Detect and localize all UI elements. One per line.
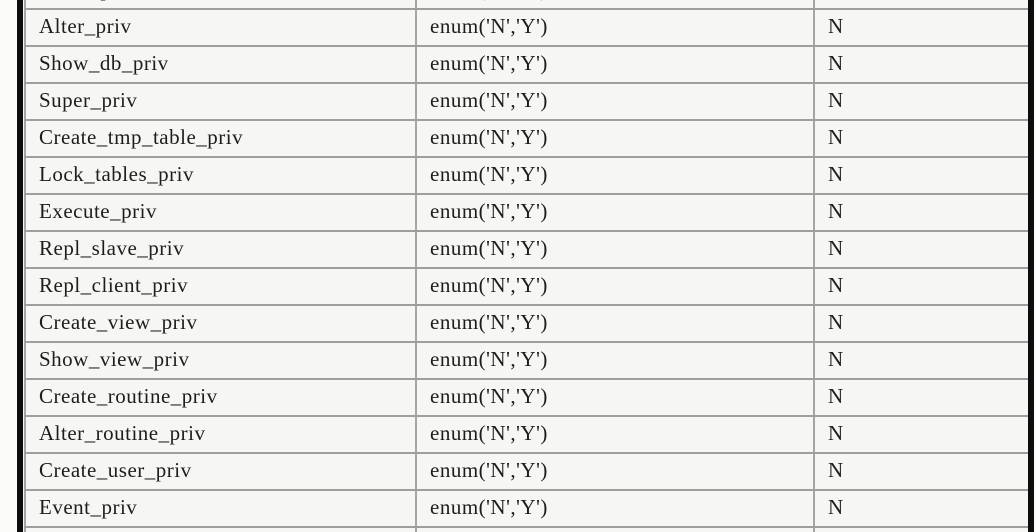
- cell-default: N: [813, 0, 1028, 8]
- cell-type: enum('N','Y'): [415, 47, 813, 82]
- cell-type: enum('N','Y'): [415, 343, 813, 378]
- cell-type: enum('N','Y'): [415, 232, 813, 267]
- cell-field-name: Create_view_priv: [24, 306, 415, 341]
- cell-default: N: [813, 10, 1028, 45]
- table-row: Repl_client_priv enum('N','Y') N: [24, 269, 1028, 306]
- cell-type: enum('N','Y'): [415, 269, 813, 304]
- cell-default: N: [813, 343, 1028, 378]
- table-row: Create_user_priv enum('N','Y') N: [24, 454, 1028, 491]
- cell-field-name: Alter_routine_priv: [24, 417, 415, 452]
- table-row: Alter_priv enum('N','Y') N: [24, 10, 1028, 47]
- table-row: Create_routine_priv enum('N','Y') N: [24, 380, 1028, 417]
- cell-type: enum('N','Y'): [415, 121, 813, 156]
- cell-default: N: [813, 454, 1028, 489]
- cell-field-name: Repl_slave_priv: [24, 232, 415, 267]
- cell-default: N: [813, 306, 1028, 341]
- cell-default: N: [813, 47, 1028, 82]
- cell-field-name: Repl_client_priv: [24, 269, 415, 304]
- table-row: Alter_routine_priv enum('N','Y') N: [24, 417, 1028, 454]
- cell-default: N: [813, 232, 1028, 267]
- table-row: Lock_tables_priv enum('N','Y') N: [24, 158, 1028, 195]
- cell-type: enum('N','Y'): [415, 380, 813, 415]
- page-left-edge: [17, 0, 23, 532]
- cell-default: N: [813, 417, 1028, 452]
- cell-field-name: Create_user_priv: [24, 454, 415, 489]
- cell-field-name: Show_view_priv: [24, 343, 415, 378]
- table-clip: Index_privenum('N','Y')NAlter_privenum('…: [23, 0, 1028, 532]
- cell-default: N: [813, 158, 1028, 193]
- cell-default: N: [813, 195, 1028, 230]
- table-row: Event_priv enum('N','Y') N: [24, 491, 1028, 528]
- cell-field-name: Event_priv: [24, 491, 415, 526]
- cell-default: [813, 528, 1028, 532]
- cell-default: N: [813, 491, 1028, 526]
- cell-default: N: [813, 121, 1028, 156]
- cell-type: enum('N','Y'): [415, 195, 813, 230]
- table-row-partial-bottom: [24, 528, 1028, 532]
- privileges-table: Index_privenum('N','Y')NAlter_privenum('…: [24, 0, 1028, 532]
- cell-field-name: Create_routine_priv: [24, 380, 415, 415]
- cell-type: enum('N','Y'): [415, 454, 813, 489]
- cell-default: N: [813, 269, 1028, 304]
- cell-type: enum('N','Y'): [415, 306, 813, 341]
- table-row: Super_priv enum('N','Y') N: [24, 84, 1028, 121]
- table-row: Show_db_priv enum('N','Y') N: [24, 47, 1028, 84]
- cell-type: enum('N','Y'): [415, 10, 813, 45]
- table-row: Repl_slave_priv enum('N','Y') N: [24, 232, 1028, 269]
- cell-field-name: Lock_tables_priv: [24, 158, 415, 193]
- cell-default: N: [813, 380, 1028, 415]
- cell-type: enum('N','Y'): [415, 417, 813, 452]
- cell-field-name: Show_db_priv: [24, 47, 415, 82]
- cell-field-name: Index_priv: [24, 0, 415, 8]
- cell-type: enum('N','Y'): [415, 491, 813, 526]
- cell-field-name: [24, 528, 415, 532]
- table-row: Create_view_priv enum('N','Y') N: [24, 306, 1028, 343]
- cell-type: enum('N','Y'): [415, 84, 813, 119]
- cell-type: enum('N','Y'): [415, 158, 813, 193]
- page-right-edge: [1028, 0, 1034, 532]
- cell-type: [415, 528, 813, 532]
- cell-field-name: Create_tmp_table_priv: [24, 121, 415, 156]
- cell-field-name: Super_priv: [24, 84, 415, 119]
- cell-default: N: [813, 84, 1028, 119]
- table-row: Show_view_priv enum('N','Y') N: [24, 343, 1028, 380]
- table-row: Execute_priv enum('N','Y') N: [24, 195, 1028, 232]
- cell-field-name: Alter_priv: [24, 10, 415, 45]
- cell-type: enum('N','Y'): [415, 0, 813, 8]
- cell-field-name: Execute_priv: [24, 195, 415, 230]
- table-row: Create_tmp_table_priv enum('N','Y') N: [24, 121, 1028, 158]
